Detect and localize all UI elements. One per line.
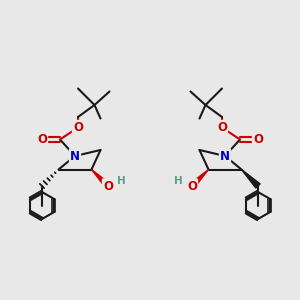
Text: O: O	[37, 133, 47, 146]
Polygon shape	[92, 169, 110, 188]
Text: O: O	[187, 179, 197, 193]
Text: O: O	[103, 179, 113, 193]
Polygon shape	[190, 169, 208, 188]
Text: O: O	[217, 121, 227, 134]
Text: N: N	[70, 149, 80, 163]
Polygon shape	[242, 169, 260, 188]
Text: H: H	[117, 176, 126, 187]
Text: O: O	[253, 133, 263, 146]
Text: N: N	[220, 149, 230, 163]
Text: H: H	[174, 176, 183, 187]
Text: O: O	[73, 121, 83, 134]
